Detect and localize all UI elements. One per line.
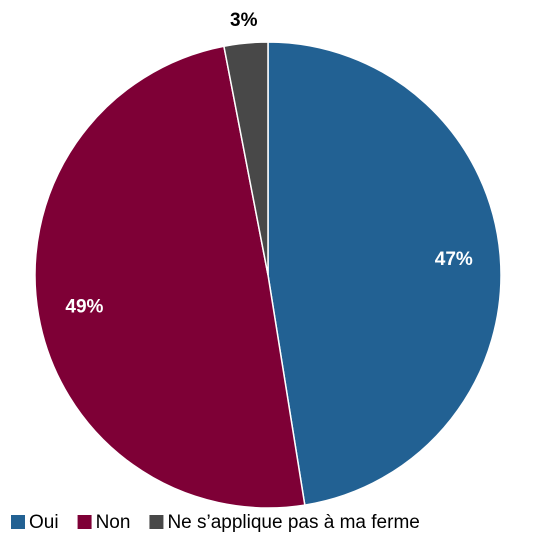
value-label: 47%: [435, 249, 473, 270]
legend-swatch: [77, 515, 92, 529]
pie-slice: [267, 41, 502, 506]
value-label: 49%: [65, 296, 103, 317]
legend-label: Ne s’applique pas à ma ferme: [167, 512, 419, 533]
legend-label: Non: [96, 512, 131, 533]
legend-label: Oui: [29, 512, 59, 533]
legend-swatch: [11, 515, 25, 529]
pie-slice: [34, 45, 306, 509]
legend-swatch: [149, 515, 164, 529]
value-label: 3%: [230, 10, 258, 31]
pie-slice: [223, 41, 269, 276]
